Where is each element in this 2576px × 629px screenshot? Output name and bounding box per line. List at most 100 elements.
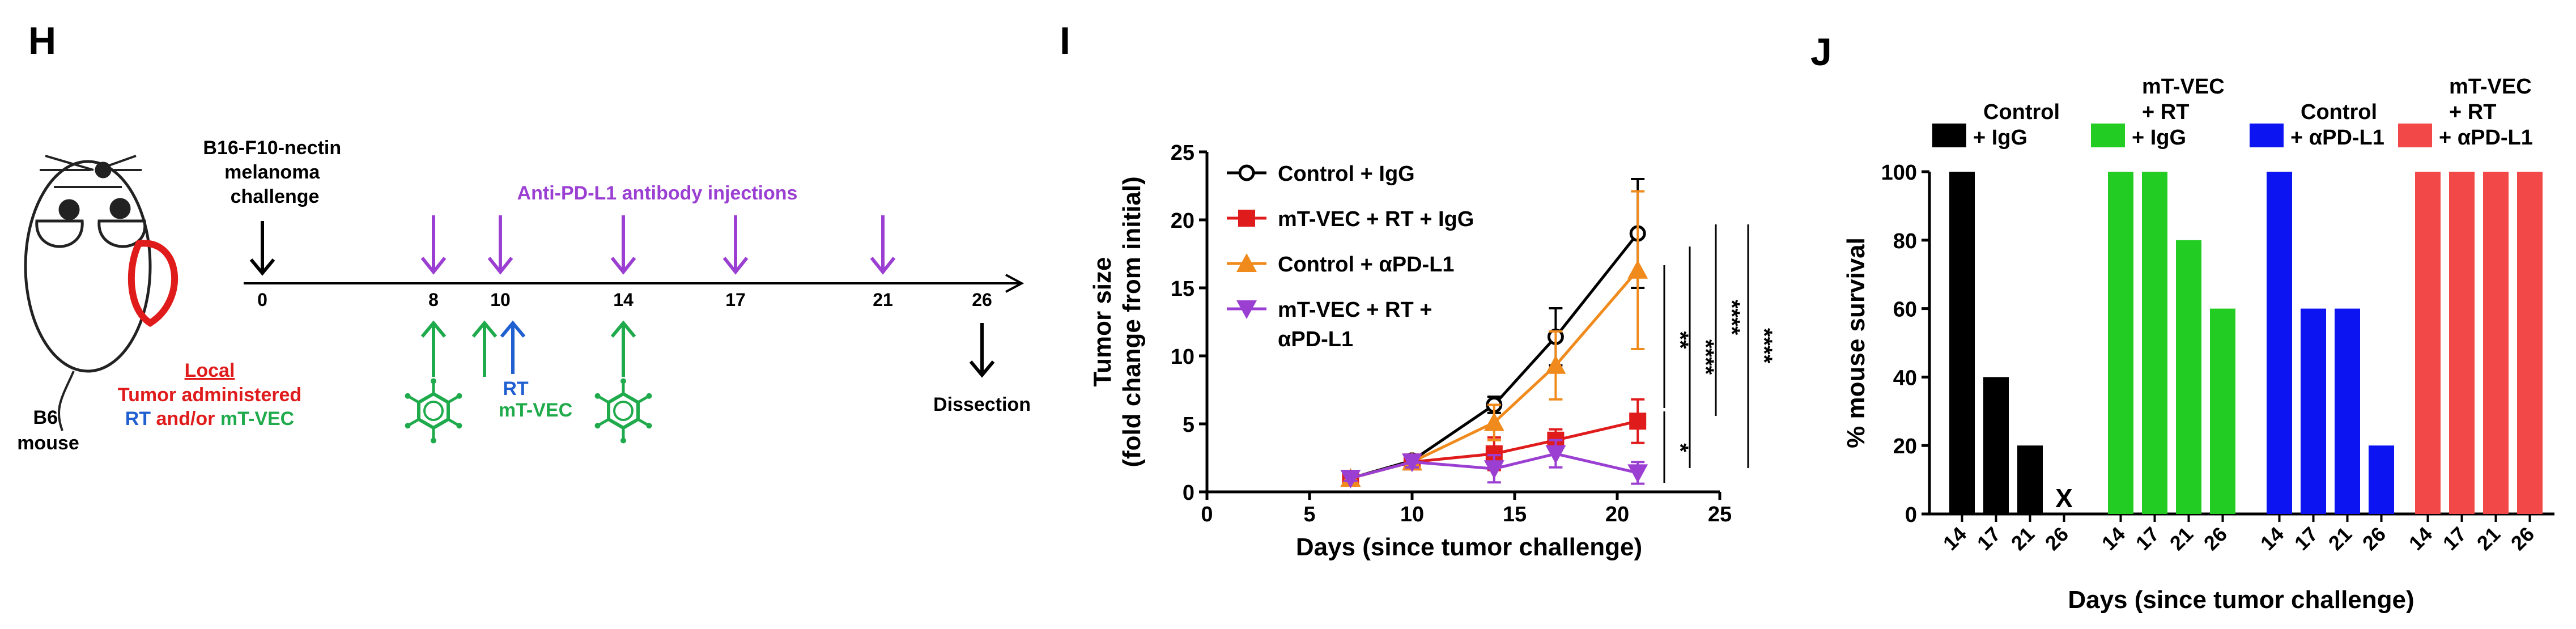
y-tick-label: 15 — [1171, 277, 1195, 301]
x-tick-label: 20 — [1605, 503, 1629, 526]
mtvec-arrow-head — [471, 320, 498, 338]
x-axis-title: Days (since tumor challenge) — [1296, 533, 1642, 561]
bar — [2142, 172, 2167, 514]
bar — [2017, 445, 2043, 514]
data-point — [1236, 300, 1257, 319]
data-point — [1627, 260, 1648, 279]
bar — [2335, 308, 2360, 514]
molecule-ring — [417, 392, 450, 430]
legend-label: Control + αPD-L1 — [1278, 253, 1455, 277]
molecule-ring — [607, 392, 640, 430]
molecule-atom — [620, 378, 626, 384]
molecule-bond — [597, 395, 610, 404]
molecule-atom — [646, 423, 652, 429]
data-point — [1483, 412, 1504, 431]
x-tick-label: 14 — [2256, 522, 2288, 555]
molecule-atom — [405, 393, 411, 399]
molecule-bond — [597, 418, 610, 427]
legend-label: + IgG — [1973, 126, 2027, 150]
x-tick-label: 25 — [1708, 503, 1732, 526]
data-point — [1629, 413, 1647, 430]
y-tick-label: 25 — [1171, 141, 1195, 165]
data-point — [1238, 210, 1255, 227]
x-axis-title: Days (since tumor challenge) — [2068, 586, 2414, 614]
y-tick-label: 20 — [1893, 435, 1917, 458]
timeline-tick-label: 0 — [257, 290, 267, 310]
bar — [2449, 172, 2475, 514]
mouse-label: B6 mouse — [17, 407, 79, 454]
y-tick-label: 20 — [1171, 209, 1195, 233]
legend-label: Control — [1983, 100, 2060, 124]
molecule-inner-ring — [613, 401, 634, 421]
survival-chart: 0 20 40 60 80 100 % mouse survival Days (since … — [1842, 75, 2554, 614]
rt-mtvec-label: RT and/or mT-VEC — [125, 408, 294, 430]
local-label: Local — [185, 360, 235, 381]
bar-group-4: 14 17 21 26 mT-VEC+ RT+ αPD-L1 — [2398, 75, 2543, 555]
timeline-ticks: 0 8 10 14 17 21 26 — [257, 290, 992, 310]
x-tick-label: 17 — [2290, 522, 2322, 555]
significance-brackets: *************** — [1663, 224, 1776, 483]
legend-swatch — [2250, 124, 2284, 147]
legend-label: mT-VEC — [2449, 75, 2532, 99]
molecule-inner-ring — [423, 401, 444, 421]
data-point — [1402, 453, 1422, 473]
dissection-label: Dissection — [933, 394, 1031, 415]
panel-letter-h: H — [28, 19, 56, 62]
bar — [2267, 172, 2292, 514]
panel-letter-j: J — [1810, 31, 1832, 74]
y-axis-title-line: Tumor size — [1089, 257, 1116, 386]
y-tick-label: 5 — [1183, 413, 1195, 437]
mtvec-arrow-head — [610, 320, 636, 338]
y-axis-title: % mouse survival — [1842, 237, 1870, 448]
x-tick-label: 26 — [2506, 522, 2539, 555]
legend-swatch — [1932, 124, 1966, 147]
molecule-atom — [646, 393, 652, 399]
legend-label: + αPD-L1 — [2290, 126, 2384, 150]
legend-label: + RT — [2449, 100, 2496, 124]
injection-arrows — [420, 215, 896, 275]
significance-label: **** — [1752, 328, 1776, 364]
tumor-administered-label: Tumor administered — [118, 384, 301, 406]
y-tick-label: 60 — [1893, 298, 1917, 322]
panel-h: H B6 mouse Local Tumor administered RT a… — [17, 19, 1031, 454]
significance-label: **** — [1693, 339, 1718, 375]
y-tick-label: 10 — [1171, 345, 1195, 369]
bar — [2210, 308, 2235, 514]
bar-group-2: 14 17 21 26 mT-VEC+ RT+ IgG — [2091, 75, 2235, 555]
y-tick-label: 80 — [1893, 230, 1917, 253]
injection-arrowhead — [722, 257, 749, 275]
x-tick-label: 26 — [2041, 522, 2073, 555]
mouse-illustration — [24, 155, 178, 431]
x-tick-label: 15 — [1503, 503, 1527, 526]
molecule-atom — [431, 378, 436, 384]
x-tick-label: 17 — [1973, 522, 2005, 555]
data-point — [1236, 253, 1257, 272]
rt-arrow-head — [500, 320, 526, 338]
drug-molecule-icons — [405, 378, 652, 444]
panel-i: I 0 5 10 15 20 25 0 5 10 15 20 25 Days (since tumor … — [1060, 19, 1776, 561]
x-tick-label: 21 — [2165, 522, 2197, 555]
x-tick-label: 17 — [2438, 522, 2471, 555]
legend-label: Control — [2301, 100, 2377, 124]
legend-label: mT-VEC — [2142, 75, 2225, 99]
x-tick-label: 17 — [2131, 522, 2163, 555]
x-tick-label: 21 — [2472, 522, 2505, 555]
series-mt-vec-rt-pd-l1 — [1340, 439, 1648, 488]
y-tick-label: 40 — [1893, 366, 1917, 390]
x-tick-label: 14 — [2404, 522, 2437, 555]
data-point — [1483, 460, 1504, 479]
mtvec-arrow-label: mT-VEC — [499, 400, 572, 421]
data-point — [1545, 355, 1566, 374]
timeline-tick-label: 17 — [725, 290, 746, 310]
molecule-atom — [594, 393, 601, 399]
timeline-tick-label: 8 — [428, 290, 439, 310]
molecule-atom — [456, 423, 462, 429]
molecule-atom — [456, 393, 462, 399]
bar-group-3: 14 17 21 26 Control+ αPD-L1 — [2250, 100, 2394, 555]
bar — [2483, 172, 2509, 514]
x-tick-label: 21 — [2324, 522, 2356, 555]
molecule-bond — [637, 418, 649, 427]
x-tick-label: 14 — [1939, 522, 1971, 555]
bar — [2369, 445, 2394, 514]
